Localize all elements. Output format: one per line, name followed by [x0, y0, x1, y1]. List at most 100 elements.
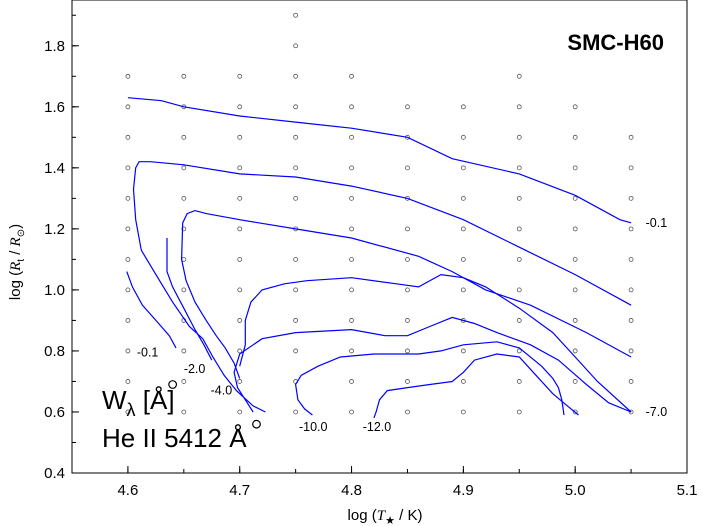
grid-point: [460, 256, 466, 262]
grid-point: [572, 226, 578, 232]
contour-labels: -0.1 -0.1 -2.0 -4.0 -7.0 -10.0 -12.0: [137, 216, 667, 434]
grid-point: [237, 165, 243, 171]
grid-point: [125, 256, 131, 262]
grid-point: [293, 195, 299, 201]
y-tick-label: 1.0: [44, 282, 65, 299]
grid-point: [237, 104, 243, 110]
grid-point: [181, 226, 187, 232]
grid-point: [349, 226, 354, 232]
y-tick-label: 1.8: [44, 38, 65, 55]
x-axis-ticks: 4.6 4.7 4.8 4.9 5.0 5.1: [71, 466, 698, 499]
grid-point: [516, 134, 522, 140]
grid-point: [405, 256, 410, 262]
grid-point: [293, 134, 299, 140]
grid-point: [293, 256, 299, 262]
grid-point: [460, 287, 466, 293]
grid-point: [293, 43, 299, 49]
grid-point: [460, 165, 466, 171]
grid-point: [349, 165, 354, 171]
grid-point: [237, 318, 243, 323]
x-tick-label: 5.1: [677, 482, 698, 499]
grid-point: [237, 134, 243, 140]
contour-label: -4.0: [211, 384, 233, 398]
annotation-lambda-sub: λ: [127, 400, 136, 420]
grid-point: [516, 226, 522, 232]
grid-point: [125, 379, 131, 384]
grid-point: [293, 165, 299, 171]
grid-point: [125, 318, 131, 323]
grid-point: [628, 165, 634, 171]
grid-point: [181, 134, 187, 140]
y-tick-label: 1.6: [44, 99, 65, 116]
chart-title: SMC-H60: [567, 30, 664, 55]
grid-point: [572, 104, 578, 110]
grid-point: [349, 287, 354, 293]
grid-point: [628, 348, 634, 354]
grid-point: [181, 195, 187, 201]
grid-point: [572, 318, 578, 323]
grid-point: [237, 348, 243, 354]
grid-point: [628, 134, 634, 140]
grid-point: [125, 73, 131, 79]
grid-point: [181, 348, 187, 354]
grid-point: [516, 379, 522, 384]
grid-point: [293, 287, 299, 293]
grid-point: [572, 287, 578, 293]
plot-frame: [71, 0, 688, 474]
grid-point: [349, 195, 354, 201]
grid-point: [349, 409, 354, 415]
grid-point: [572, 165, 578, 171]
grid-point: [405, 165, 410, 171]
grid-point: [237, 287, 243, 293]
grid-point: [293, 318, 299, 323]
contour-label: -12.0: [363, 420, 392, 434]
y-axis-label: log (Rt / R⊙): [7, 224, 27, 300]
contour-line: [294, 341, 565, 416]
grid-point: [628, 195, 634, 201]
grid-point: [460, 195, 466, 201]
x-tick-label: 4.7: [229, 482, 250, 499]
grid-point: [349, 134, 354, 140]
grid-point: [125, 104, 131, 110]
annotation-w: W: [102, 385, 127, 415]
y-tick-label: 0.6: [44, 404, 65, 421]
contour-line: [373, 353, 579, 419]
grid-point: [293, 73, 299, 79]
annotation-line1: Wλ [Å]: [102, 385, 175, 420]
highlighted-grid-point: [252, 419, 261, 429]
contour-label: -0.1: [646, 216, 668, 230]
grid-point: [237, 379, 243, 384]
grid-point: [628, 318, 634, 323]
grid-point: [349, 256, 354, 262]
contour-label: -2.0: [184, 362, 206, 376]
grid-point: [125, 287, 131, 293]
grid-point: [181, 165, 187, 171]
contour-label: -0.1: [137, 345, 159, 359]
grid-point: [181, 379, 187, 384]
grid-point: [628, 226, 634, 232]
x-tick-label: 5.0: [565, 482, 586, 499]
contour-line: [239, 273, 632, 413]
grid-point: [460, 134, 466, 140]
y-tick-label: 0.4: [44, 465, 65, 482]
contour-line: [126, 271, 177, 349]
grid-point: [181, 409, 187, 415]
y-tick-label: 1.4: [44, 160, 65, 177]
grid-point: [572, 134, 578, 140]
grid-point: [516, 104, 522, 110]
grid-point: [460, 226, 466, 232]
grid-point: [181, 73, 187, 79]
grid-point: [516, 195, 522, 201]
x-tick-label: 4.9: [453, 482, 474, 499]
grid-point: [572, 348, 578, 354]
grid-point: [516, 348, 522, 354]
grid-point: [572, 409, 578, 415]
grid-point: [181, 287, 187, 293]
grid-point: [572, 379, 578, 384]
annotation-line2: He II 5412 Å: [102, 423, 247, 453]
grid-point: [460, 348, 466, 354]
grid-point: [516, 287, 522, 293]
grid-point: [125, 134, 131, 140]
grid-point: [293, 104, 299, 110]
contour-line: [166, 238, 213, 361]
